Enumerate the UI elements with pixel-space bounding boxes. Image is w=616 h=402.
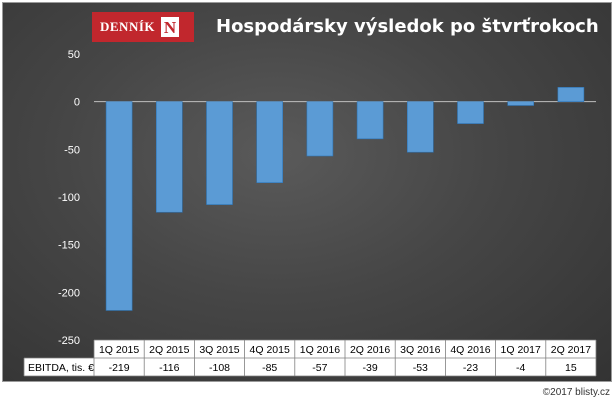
category-label: 2Q 2016: [350, 344, 390, 356]
bar-4q-2016: [457, 101, 484, 124]
category-label: 3Q 2015: [199, 344, 239, 356]
category-label: 2Q 2017: [551, 344, 591, 356]
data-value-label: -39: [363, 362, 378, 374]
data-value-label: 15: [565, 362, 577, 374]
category-label: 1Q 2015: [99, 344, 139, 356]
y-tick-label: -50: [64, 144, 80, 156]
category-label: 4Q 2015: [250, 344, 290, 356]
data-value-label: -53: [413, 362, 428, 374]
series-label: EBITDA, tis. €: [28, 362, 94, 374]
chart-title: Hospodársky výsledok po štvrťrokoch: [216, 16, 599, 37]
bar-4q-2015: [256, 101, 284, 183]
data-value-label: -57: [312, 362, 327, 374]
table-value-row: [24, 358, 596, 376]
category-label: 3Q 2016: [400, 344, 440, 356]
bar-2q-2017: [557, 87, 585, 102]
y-tick-label: -250: [58, 335, 80, 347]
bar-3q-2015: [206, 101, 233, 205]
logo-mark: N: [161, 17, 180, 37]
data-value-label: -85: [262, 362, 277, 374]
data-value-label: -108: [209, 362, 230, 374]
y-tick-label: -200: [58, 287, 80, 299]
category-label: 1Q 2017: [501, 344, 541, 356]
y-tick-label: 0: [74, 97, 80, 109]
data-value-label: -23: [463, 362, 478, 374]
bar-1q-2017: [507, 101, 535, 106]
category-label: 1Q 2016: [300, 344, 340, 356]
data-value-label: -4: [516, 362, 525, 374]
bar-1q-2016: [306, 101, 334, 157]
category-label: 2Q 2015: [149, 344, 189, 356]
bar-2q-2016: [356, 101, 384, 140]
bar-1q-2015: [105, 101, 133, 311]
category-label: 4Q 2016: [450, 344, 490, 356]
data-value-label: -219: [109, 362, 130, 374]
bar-3q-2016: [406, 101, 434, 153]
y-tick-label: -100: [58, 192, 80, 204]
y-tick-label: 50: [68, 49, 80, 61]
y-tick-label: -150: [58, 240, 80, 252]
denník-n-logo: DENNÍK N: [92, 12, 194, 42]
copyright-text: ©2017 blisty.cz: [542, 387, 610, 398]
logo-text: DENNÍK: [100, 19, 156, 34]
chart-frame: [2, 2, 612, 382]
data-value-label: -116: [159, 362, 179, 374]
bar-2q-2015: [156, 101, 183, 213]
